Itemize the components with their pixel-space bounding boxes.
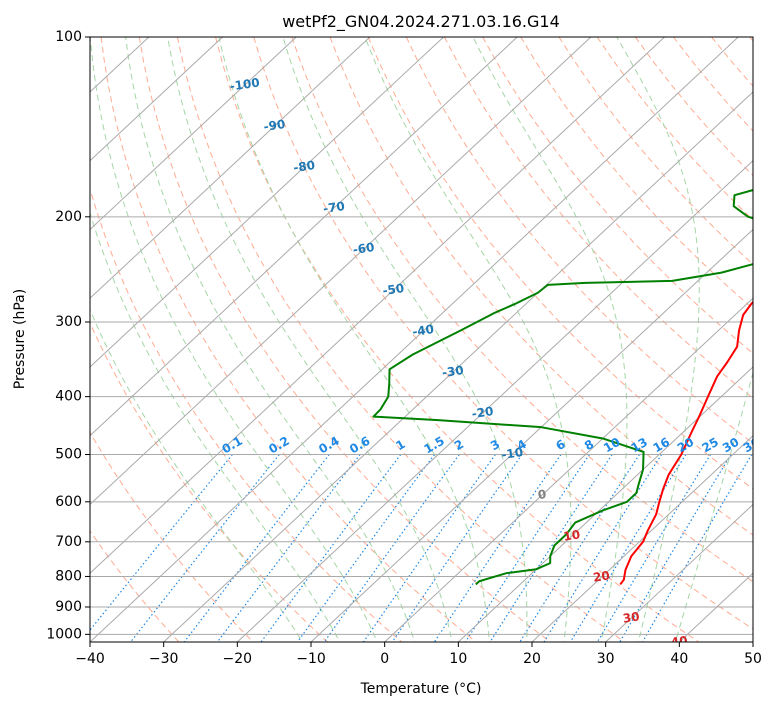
isotherm-label: -20: [471, 404, 494, 421]
y-tick-label: 300: [55, 314, 82, 330]
isotherm-line: [236, 160, 753, 642]
isotherm-line: [90, 37, 518, 437]
mixing-ratio-line: [90, 454, 233, 632]
x-tick-label: 0: [380, 651, 389, 667]
moist-adiabat: [90, 211, 341, 642]
isotherm-line: [90, 37, 444, 368]
mixing-ratio-line: [596, 454, 712, 642]
mixing-ratio-line: [464, 454, 590, 642]
isotherm-line: [90, 37, 592, 506]
x-tick-label: 40: [670, 651, 688, 667]
isotherm-label: -80: [292, 158, 315, 175]
moist-adiabat: [674, 370, 753, 642]
x-axis-label: Temperature (°C): [360, 681, 482, 697]
isotherm-line: [90, 37, 739, 642]
dry-adiabat: [367, 37, 753, 490]
x-tick-label: −30: [149, 651, 179, 667]
dry-adiabat: [520, 37, 753, 310]
x-tick-label: 20: [523, 651, 541, 667]
dry-adiabat: [176, 37, 626, 642]
x-tick-label: −10: [296, 651, 326, 667]
mixing-ratio-line: [619, 454, 732, 642]
y-tick-label: 100: [55, 29, 82, 45]
isotherm-label: -70: [322, 199, 345, 216]
y-tick-label: 600: [55, 494, 82, 510]
isotherm-line: [163, 91, 753, 642]
y-tick-label: 200: [55, 209, 82, 225]
background-lines: [90, 37, 753, 642]
plot-background: [90, 37, 753, 642]
isotherm-label: -100: [229, 75, 261, 93]
y-axis: 100 200 300 400 500 600 700 800 900 1000: [46, 29, 90, 642]
mixing-ratio-line: [519, 454, 640, 642]
isotherm-label: 0: [537, 487, 547, 502]
x-tick-label: −20: [223, 651, 253, 667]
isotherm-line: [384, 297, 753, 642]
moist-adiabat: [364, 37, 572, 642]
isotherm-label: -60: [352, 240, 375, 257]
moist-adiabat: [282, 37, 528, 642]
mixing-ratio-line: [216, 454, 361, 642]
x-tick-label: 50: [744, 651, 762, 667]
y-tick-label: 900: [55, 599, 82, 615]
dry-adiabat: [215, 37, 700, 642]
dry-adiabat: [482, 37, 753, 354]
isotherm-label: -50: [382, 281, 405, 298]
dry-adiabat: [291, 37, 753, 583]
x-axis: −40 −30 −20 −10 0 10 20 30 40 50: [75, 642, 762, 667]
isoline-labels: -100-90-80-70-60-50-40-30-20-10010203040…: [219, 75, 753, 649]
series-layer: [372, 189, 753, 586]
x-tick-label: 30: [597, 651, 615, 667]
dry-adiabat: [90, 431, 254, 642]
moist-adiabat: [167, 37, 453, 642]
isotherm-label: -40: [411, 322, 434, 339]
y-tick-label: 1000: [46, 626, 82, 642]
mixing-ratio-line: [129, 454, 280, 642]
isotherm-line: [310, 228, 753, 642]
moist-adiabat: [472, 37, 628, 642]
dry-adiabat: [138, 37, 552, 642]
isotherm-label: 30: [622, 609, 641, 625]
isotherm-label: -10: [501, 445, 524, 462]
isotherm-line: [90, 37, 297, 231]
moist-adiabat: [218, 37, 490, 642]
isotherm-label: -30: [441, 363, 464, 380]
dry-adiabat: [253, 37, 753, 630]
mixing-ratio-line: [323, 454, 460, 642]
y-tick-label: 500: [55, 447, 82, 463]
y-tick-label: 400: [55, 389, 82, 405]
moist-adiabat: [125, 37, 416, 642]
isotherm-line: [605, 503, 753, 642]
x-tick-label: −40: [75, 651, 105, 667]
dry-adiabat: [90, 321, 329, 642]
dry-adiabat: [90, 187, 403, 642]
moist-adiabat: [90, 37, 378, 642]
dewpoint-profile: [372, 189, 753, 586]
isotherm-line: [90, 37, 371, 299]
temperature-profile: [619, 300, 753, 586]
chart-title: wetPf2_GN04.2024.271.03.16.G14: [282, 12, 560, 32]
dry-adiabat: [100, 37, 477, 642]
y-tick-label: 800: [55, 568, 82, 584]
mixing-ratio-line: [433, 454, 562, 642]
mixing-ratio-line: [296, 454, 435, 642]
moist-adiabat: [616, 37, 700, 642]
mixing-ratio-line: [183, 454, 330, 642]
y-tick-label: 700: [55, 534, 82, 550]
isotherm-line: [90, 37, 665, 574]
isotherm-label: 10: [562, 527, 581, 543]
isotherm-label: 20: [592, 568, 611, 584]
grid: [90, 37, 753, 642]
isotherm-line: [457, 366, 753, 642]
isotherm-label: 40: [670, 633, 689, 649]
isotherm-label: -90: [263, 117, 286, 134]
y-axis-label: Pressure (hPa): [12, 289, 28, 389]
isotherm-line: [90, 37, 223, 162]
isotherm-line: [531, 435, 753, 642]
plot-frame: [89, 36, 754, 643]
x-tick-label: 10: [449, 651, 467, 667]
